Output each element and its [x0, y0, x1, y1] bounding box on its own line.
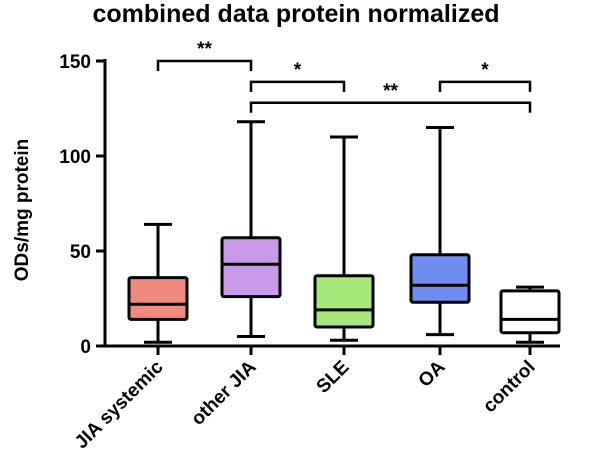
- significance-bracket: *: [438, 60, 532, 92]
- x-tick-label: control: [479, 357, 539, 417]
- chart-title: combined data protein normalized: [93, 0, 500, 28]
- y-tick-label: 100: [59, 147, 91, 168]
- y-tick-label: 50: [70, 242, 91, 263]
- significance-label: **: [383, 81, 398, 102]
- bracket-line: [438, 80, 532, 92]
- axes: 0 50 100 150 JIA systemic other JIA SLE OA contr…: [59, 52, 560, 453]
- box-control: [499, 285, 561, 344]
- box-oa: [409, 126, 471, 337]
- x-tick-label: other JIA: [187, 356, 260, 429]
- iqr-box: [499, 289, 561, 335]
- significance-label: *: [294, 60, 302, 81]
- box-sle: [313, 135, 375, 342]
- significance-label: **: [197, 39, 212, 60]
- significance-bracket: *: [249, 60, 346, 92]
- y-tick-label: 150: [59, 52, 91, 73]
- significance-brackets: ******: [156, 39, 532, 113]
- bracket-line: [249, 101, 532, 113]
- bracket-line: [249, 80, 346, 92]
- y-axis-label: ODs/mg protein: [12, 139, 33, 282]
- box-jia-systemic: [127, 222, 189, 344]
- x-tick-label: SLE: [313, 357, 354, 398]
- y-tick-label: 0: [80, 337, 91, 358]
- bracket-line: [156, 59, 253, 71]
- iqr-box: [313, 274, 375, 329]
- significance-label: *: [481, 60, 489, 81]
- x-tick-label: JIA systemic: [71, 356, 168, 453]
- significance-bracket: **: [249, 81, 532, 113]
- box-other-jia: [220, 120, 282, 338]
- iqr-box: [220, 236, 282, 299]
- iqr-box: [409, 253, 471, 304]
- iqr-box: [127, 276, 189, 321]
- boxes: [127, 120, 561, 344]
- significance-bracket: **: [156, 39, 253, 71]
- x-tick-label: OA: [415, 356, 450, 391]
